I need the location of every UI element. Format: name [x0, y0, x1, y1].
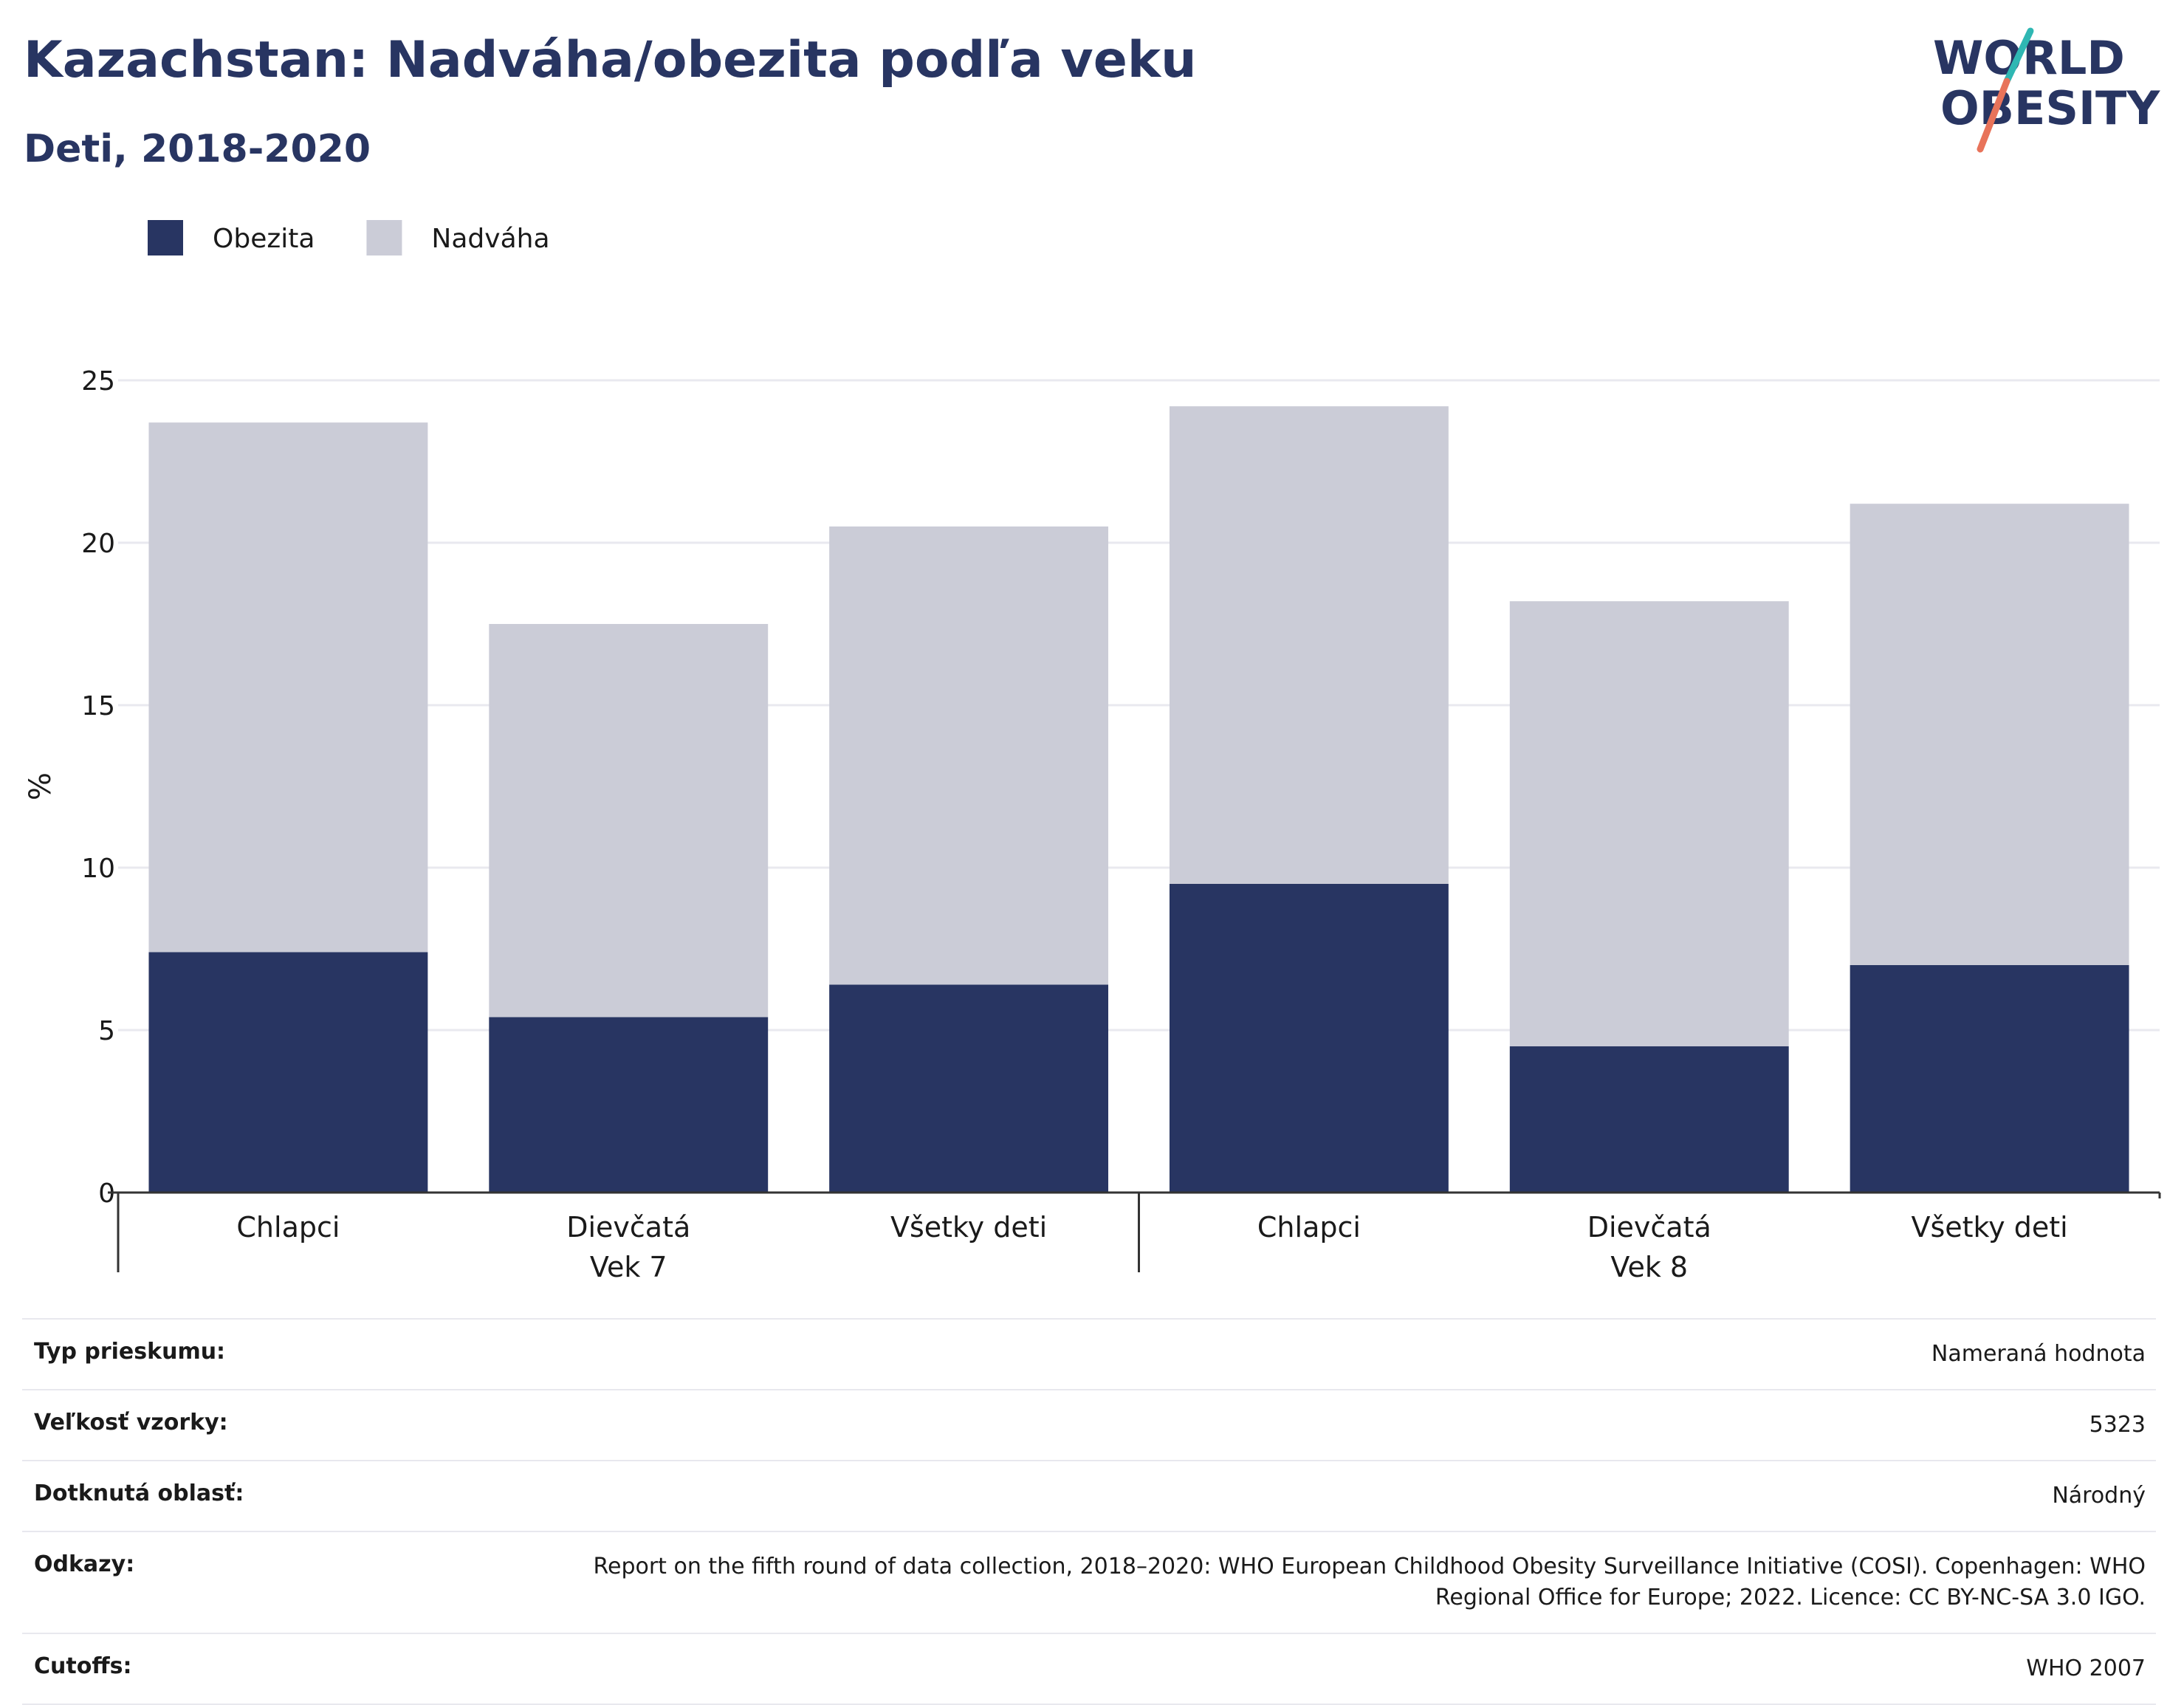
metadata-row: Veľkosť vzorky: 5323 [22, 1390, 2156, 1461]
x-tick-label: Všetky deti [890, 1211, 1047, 1243]
x-tick-label: Chlapci [236, 1211, 340, 1243]
world-obesity-logo: WORLD OBESITY [1933, 27, 2160, 153]
metadata-label: Odkazy: [34, 1551, 135, 1577]
bar-obezita-0 [148, 952, 428, 1193]
x-tick-label: Chlapci [1257, 1211, 1361, 1243]
bar-nadvaha-0 [148, 422, 428, 953]
legend: Obezita Nadváha [148, 220, 550, 255]
group-label: Vek 8 [1610, 1251, 1688, 1283]
metadata-value: Report on the fifth round of data collec… [593, 1554, 2146, 1610]
metadata-value: Nameraná hodnota [1931, 1341, 2146, 1367]
bar-obezita-2 [829, 984, 1109, 1193]
logo-slash-teal [2003, 27, 2034, 85]
bar-obezita-4 [1509, 1046, 1789, 1193]
metadata-label: Dotknutá oblasť: [34, 1481, 244, 1506]
stacked-bar-chart: Obezita Nadváha 0 5 10 15 20 25% Chlapci Dievčat… [24, 220, 2161, 1283]
metadata-row: Odkazy: Report on the fifth round of data… [22, 1532, 2156, 1634]
chart-subtitle: Deti, 2018-2020 [24, 127, 371, 171]
legend-label-1: Nadváha [431, 224, 549, 254]
bar-nadvaha-4 [1509, 601, 1789, 1046]
logo-slash-orange [1977, 78, 2010, 153]
logo-line2: OBESITY [1940, 81, 2160, 135]
bar-obezita-5 [1850, 965, 2129, 1193]
x-tick-label: Dievčatá [566, 1211, 690, 1243]
y-axis-label: % [24, 772, 58, 800]
metadata-label: Veľkosť vzorky: [34, 1410, 228, 1435]
metadata-value: Národný [2052, 1483, 2146, 1509]
bar-obezita-1 [489, 1017, 769, 1193]
y-tick-label: 15 [81, 691, 115, 721]
y-tick-label: 5 [98, 1016, 115, 1046]
bar-nadvaha-1 [489, 624, 769, 1018]
legend-swatch-0 [148, 220, 183, 255]
x-tick-label: Dievčatá [1587, 1211, 1711, 1243]
x-tick-label: Všetky deti [1911, 1211, 2067, 1243]
group-label: Vek 7 [590, 1251, 667, 1283]
bar-nadvaha-5 [1850, 504, 2129, 965]
legend-swatch-1 [366, 220, 402, 255]
bars [148, 406, 2129, 1193]
legend-label-0: Obezita [213, 224, 315, 254]
metadata-row: Typ prieskumu: Nameraná hodnota [22, 1320, 2156, 1390]
grid-lines [118, 379, 2160, 1032]
axes: 0 5 10 15 20 25% Chlapci Dievčatá Všetky deti Chl… [24, 366, 2161, 1283]
metadata-row: Cutoffs: WHO 2007 [22, 1634, 2156, 1705]
metadata-table: Typ prieskumu: Nameraná hodnota Veľkosť vz… [22, 1318, 2156, 1705]
metadata-value: 5323 [2089, 1412, 2146, 1438]
y-tick-label: 10 [81, 854, 115, 884]
bar-nadvaha-2 [829, 526, 1109, 985]
y-tick-label: 25 [81, 366, 115, 397]
metadata-label: Typ prieskumu: [34, 1339, 226, 1365]
chart-title: Kazachstan: Nadváha/obezita podľa veku [24, 31, 1197, 89]
bar-nadvaha-3 [1169, 406, 1449, 884]
metadata-label: Cutoffs: [34, 1653, 132, 1679]
bar-obezita-3 [1169, 884, 1449, 1193]
metadata-row: Dotknutá oblasť: Národný [22, 1461, 2156, 1532]
y-tick-label: 0 [98, 1179, 115, 1209]
y-tick-label: 20 [81, 529, 115, 559]
metadata-value: WHO 2007 [2026, 1656, 2146, 1681]
